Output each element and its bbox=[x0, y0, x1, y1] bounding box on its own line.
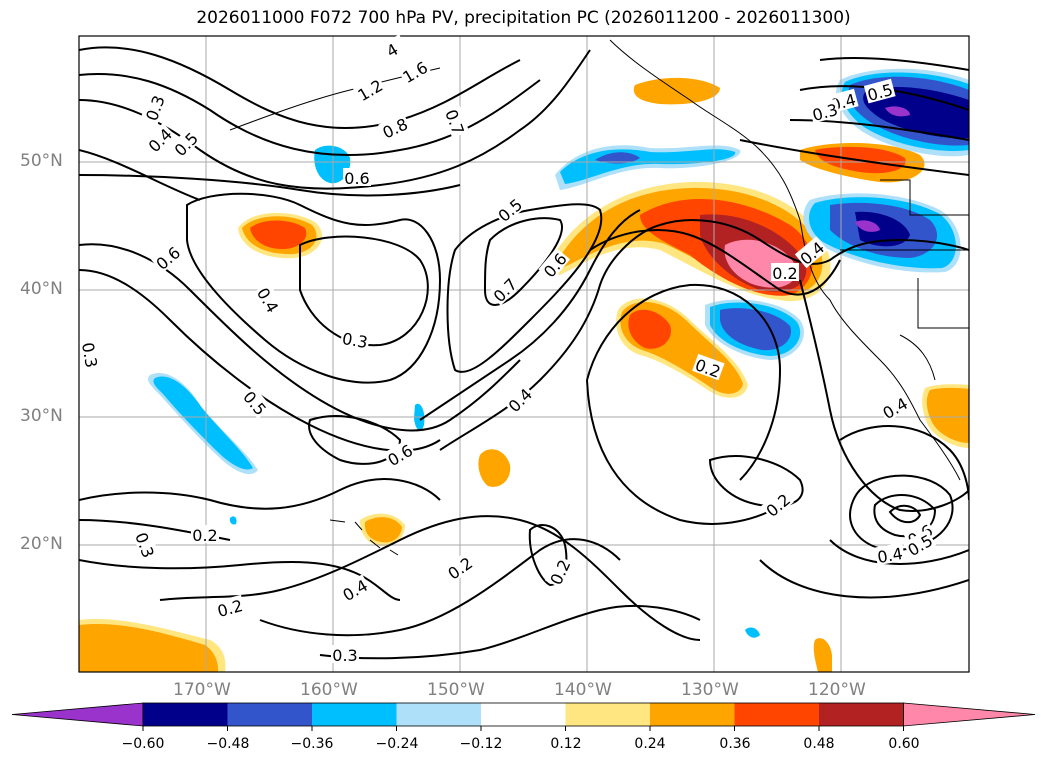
colorbar-segment bbox=[227, 703, 312, 726]
contour-label-background bbox=[492, 193, 526, 226]
contour-label: 0.3 bbox=[78, 341, 101, 369]
lon-label: 130°W bbox=[681, 680, 739, 700]
contour-label-background bbox=[488, 273, 521, 306]
contour-label: 0.6 bbox=[344, 169, 369, 188]
lat-label: 20°N bbox=[20, 534, 63, 554]
contour-label-background bbox=[771, 263, 799, 281]
colorbar-segment bbox=[819, 703, 904, 726]
colorbar-extend-min bbox=[11, 702, 144, 727]
colorbar-segment bbox=[565, 703, 650, 726]
colorbar-tick-label: −0.36 bbox=[290, 736, 334, 752]
lon-label: 150°W bbox=[427, 680, 485, 700]
lon-label: 140°W bbox=[554, 680, 612, 700]
contour-label-background bbox=[545, 555, 574, 589]
colorbar-tick-label: −0.60 bbox=[121, 736, 165, 752]
contour-label: 0.2 bbox=[772, 264, 797, 283]
contour-label-background bbox=[331, 645, 359, 663]
contour-label-background bbox=[808, 98, 841, 124]
lon-label: 120°W bbox=[808, 680, 866, 700]
colorbar-segment bbox=[650, 703, 735, 726]
contour-label-background bbox=[374, 34, 409, 64]
contour-label-background bbox=[352, 74, 387, 104]
contour-label-background bbox=[863, 78, 896, 104]
contour-label-background bbox=[877, 392, 912, 422]
contour-label-background bbox=[254, 282, 284, 317]
contour-label-background bbox=[191, 525, 219, 543]
contour-label: 0.2 bbox=[192, 526, 217, 545]
contour-label-background bbox=[378, 113, 412, 142]
colorbar-segment bbox=[734, 703, 819, 726]
lat-label: 50°N bbox=[20, 151, 63, 171]
colorbar-tick-label: −0.24 bbox=[375, 736, 419, 752]
contour-label-background bbox=[239, 385, 272, 419]
colorbar-segment bbox=[312, 703, 397, 726]
contour-label-background bbox=[902, 529, 937, 559]
contour-label-background bbox=[503, 383, 536, 416]
lon-label: 170°W bbox=[173, 680, 231, 700]
graticule bbox=[79, 36, 969, 672]
contour-label-background bbox=[343, 168, 371, 186]
lat-label: 30°N bbox=[20, 406, 63, 426]
colorbar-frame bbox=[142, 702, 904, 727]
contour-label: 0.3 bbox=[341, 329, 369, 352]
colorbar-extend-max bbox=[903, 702, 1036, 727]
precipitation-shading bbox=[79, 68, 969, 672]
contour-label-background bbox=[442, 551, 477, 583]
colorbar-tick-label: −0.12 bbox=[459, 736, 503, 752]
contour-label-background bbox=[169, 127, 202, 160]
colorbar-tick-label: 0.36 bbox=[719, 736, 751, 752]
contour-label-background bbox=[337, 574, 372, 604]
contour-label-background bbox=[213, 594, 246, 620]
contour-label-background bbox=[442, 105, 470, 138]
colorbar-segment bbox=[481, 703, 566, 726]
contour-label-background bbox=[132, 528, 160, 561]
lon-label: 160°W bbox=[300, 680, 358, 700]
contour-label: 0.4 bbox=[876, 544, 904, 567]
map-frame bbox=[78, 35, 970, 673]
colorbar-tick-label: 0.24 bbox=[634, 736, 666, 752]
contour-label-background bbox=[79, 339, 103, 371]
contour-label-background bbox=[692, 353, 725, 381]
contour-label: 0.3 bbox=[332, 646, 357, 665]
contour-label-background bbox=[874, 542, 906, 566]
lat-label: 40°N bbox=[20, 279, 63, 299]
contour-label-background bbox=[150, 241, 184, 274]
contour-label-background bbox=[140, 91, 168, 124]
contour-label-background bbox=[538, 247, 571, 281]
colorbar bbox=[11, 702, 1036, 731]
map-background bbox=[79, 36, 969, 672]
colorbar-tick-label: −0.48 bbox=[206, 736, 250, 752]
contour-label-background bbox=[339, 327, 371, 351]
contour-label-background bbox=[143, 123, 176, 156]
contour-label-background bbox=[760, 488, 794, 521]
colorbar-tick-label: 0.60 bbox=[888, 736, 920, 752]
colorbar-segment bbox=[396, 703, 481, 726]
contour-label-background bbox=[794, 236, 828, 269]
contour-label-background bbox=[397, 56, 432, 86]
map-title: 2026011000 F072 700 hPa PV, precipitatio… bbox=[196, 8, 851, 28]
colorbar-tick-label: 0.12 bbox=[550, 736, 582, 752]
contour-label-background bbox=[382, 439, 417, 469]
colorbar-tick-label: 0.48 bbox=[803, 736, 835, 752]
colorbar-segment bbox=[143, 703, 228, 726]
